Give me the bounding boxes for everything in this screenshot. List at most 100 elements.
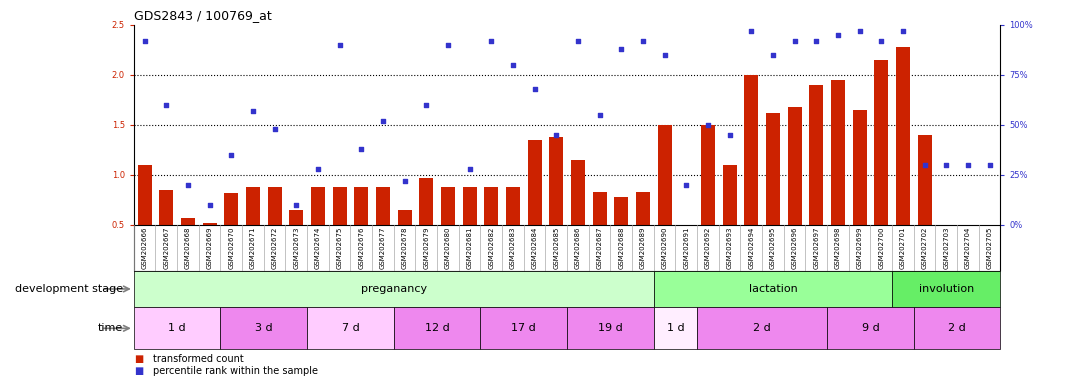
Point bbox=[461, 166, 478, 172]
Point bbox=[613, 46, 630, 52]
Bar bbox=[766, 113, 780, 275]
Text: preganancy: preganancy bbox=[361, 284, 427, 294]
Bar bbox=[896, 47, 909, 275]
Text: 7 d: 7 d bbox=[341, 323, 360, 333]
Bar bbox=[654, 271, 892, 307]
Text: involution: involution bbox=[919, 284, 974, 294]
Bar bbox=[246, 187, 260, 275]
Bar bbox=[892, 271, 1000, 307]
Text: GSM202676: GSM202676 bbox=[358, 227, 364, 270]
Text: GSM202683: GSM202683 bbox=[510, 227, 516, 270]
Text: GSM202667: GSM202667 bbox=[164, 227, 169, 270]
Text: GSM202694: GSM202694 bbox=[748, 227, 754, 269]
Text: GSM202678: GSM202678 bbox=[401, 227, 408, 270]
Text: 3 d: 3 d bbox=[255, 323, 273, 333]
Text: GSM202684: GSM202684 bbox=[532, 227, 537, 269]
Text: 17 d: 17 d bbox=[511, 323, 536, 333]
Point bbox=[417, 102, 434, 108]
Bar bbox=[289, 210, 303, 275]
Text: development stage: development stage bbox=[15, 284, 123, 294]
Bar bbox=[307, 307, 394, 349]
Point bbox=[895, 28, 912, 34]
Point bbox=[266, 126, 284, 132]
Text: GSM202674: GSM202674 bbox=[315, 227, 321, 269]
Text: 1 d: 1 d bbox=[168, 323, 186, 333]
Bar bbox=[914, 307, 1000, 349]
Bar bbox=[220, 307, 307, 349]
Text: GSM202696: GSM202696 bbox=[792, 227, 797, 270]
Text: GSM202681: GSM202681 bbox=[467, 227, 473, 270]
Point bbox=[374, 118, 392, 124]
Text: GSM202701: GSM202701 bbox=[900, 227, 906, 270]
Text: GDS2843 / 100769_at: GDS2843 / 100769_at bbox=[134, 9, 272, 22]
Bar bbox=[333, 187, 347, 275]
Point bbox=[440, 42, 457, 48]
Point bbox=[764, 52, 781, 58]
Point bbox=[981, 162, 998, 168]
Text: GSM202685: GSM202685 bbox=[553, 227, 560, 269]
Bar bbox=[809, 85, 823, 275]
Bar bbox=[918, 135, 932, 275]
Text: 2 d: 2 d bbox=[753, 323, 771, 333]
Bar bbox=[654, 307, 698, 349]
Text: GSM202691: GSM202691 bbox=[684, 227, 689, 270]
Point bbox=[244, 108, 261, 114]
Bar bbox=[441, 187, 455, 275]
Point bbox=[331, 42, 348, 48]
Point bbox=[569, 38, 586, 44]
Bar bbox=[394, 307, 480, 349]
Point bbox=[873, 38, 890, 44]
Text: GSM202692: GSM202692 bbox=[705, 227, 710, 269]
Point bbox=[396, 178, 413, 184]
Text: GSM202669: GSM202669 bbox=[207, 227, 213, 270]
Text: GSM202686: GSM202686 bbox=[575, 227, 581, 270]
Bar bbox=[982, 257, 996, 275]
Bar bbox=[462, 187, 476, 275]
Point bbox=[808, 38, 825, 44]
Text: ■: ■ bbox=[134, 366, 143, 376]
Text: GSM202699: GSM202699 bbox=[857, 227, 862, 270]
Text: GSM202675: GSM202675 bbox=[337, 227, 342, 269]
Point bbox=[526, 86, 544, 92]
Point bbox=[851, 28, 868, 34]
Point bbox=[786, 38, 804, 44]
Bar bbox=[549, 137, 563, 275]
Text: GSM202704: GSM202704 bbox=[965, 227, 970, 269]
Text: GSM202668: GSM202668 bbox=[185, 227, 190, 270]
Text: ■: ■ bbox=[134, 354, 143, 364]
Point bbox=[721, 132, 738, 138]
Bar bbox=[506, 187, 520, 275]
Bar bbox=[202, 223, 216, 275]
Point bbox=[483, 38, 500, 44]
Point bbox=[309, 166, 326, 172]
Bar bbox=[831, 80, 845, 275]
Text: GSM202672: GSM202672 bbox=[272, 227, 277, 269]
Bar bbox=[658, 125, 672, 275]
Point bbox=[136, 38, 153, 44]
Text: GSM202693: GSM202693 bbox=[727, 227, 733, 270]
Bar bbox=[567, 307, 654, 349]
Bar bbox=[268, 187, 281, 275]
Bar bbox=[398, 210, 412, 275]
Bar bbox=[225, 193, 239, 275]
Text: GSM202703: GSM202703 bbox=[944, 227, 949, 270]
Bar bbox=[419, 178, 433, 275]
Point bbox=[656, 52, 673, 58]
Bar bbox=[636, 192, 649, 275]
Bar bbox=[701, 125, 715, 275]
Text: time: time bbox=[97, 323, 123, 333]
Point bbox=[201, 202, 218, 208]
Bar bbox=[679, 242, 693, 275]
Bar bbox=[698, 307, 827, 349]
Point bbox=[157, 102, 174, 108]
Point bbox=[677, 182, 694, 188]
Point bbox=[635, 38, 652, 44]
Point bbox=[937, 162, 954, 168]
Text: GSM202666: GSM202666 bbox=[141, 227, 148, 270]
Text: GSM202677: GSM202677 bbox=[380, 227, 386, 270]
Text: GSM202673: GSM202673 bbox=[293, 227, 300, 270]
Bar bbox=[614, 197, 628, 275]
Text: 12 d: 12 d bbox=[425, 323, 449, 333]
Bar bbox=[311, 187, 325, 275]
Text: GSM202690: GSM202690 bbox=[661, 227, 668, 270]
